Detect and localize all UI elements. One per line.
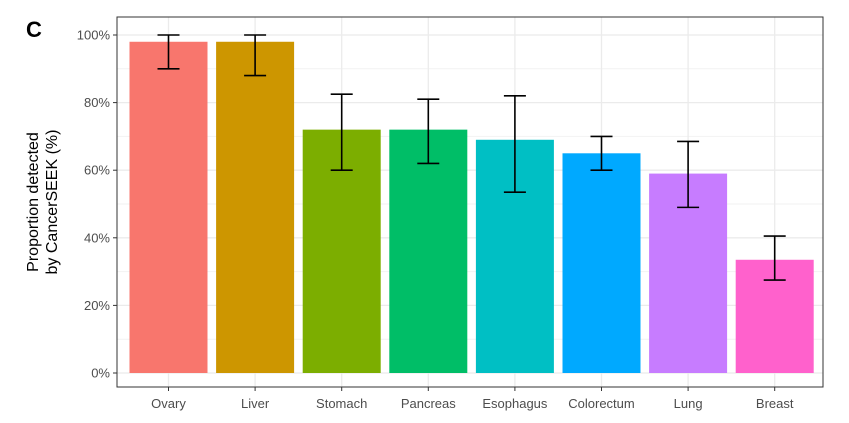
- x-tick-label-stomach: Stomach: [316, 396, 367, 411]
- x-tick-label-esophagus: Esophagus: [482, 396, 548, 411]
- y-tick-label: 40%: [84, 230, 110, 245]
- y-tick-label: 0%: [91, 366, 110, 381]
- x-tick-label-lung: Lung: [674, 396, 703, 411]
- y-axis-title-line2: by CancerSEEK (%): [44, 130, 61, 275]
- x-tick-label-liver: Liver: [241, 396, 270, 411]
- plot-panel-border: [116, 16, 824, 388]
- bars: [129, 41, 814, 373]
- x-tick-label-breast: Breast: [756, 396, 794, 411]
- y-axis-title-line1: Proportion detected: [25, 132, 42, 272]
- panel-label: C: [26, 17, 42, 42]
- bar-colorectum: [562, 153, 641, 373]
- bar-pancreas: [389, 129, 468, 373]
- y-axis: 0% 20% 40% 60% 80% 100%: [77, 28, 117, 381]
- bar-liver: [216, 41, 295, 373]
- x-tick-label-colorectum: Colorectum: [568, 396, 634, 411]
- y-tick-label: 60%: [84, 163, 110, 178]
- y-tick-label: 80%: [84, 95, 110, 110]
- bar-ovary: [129, 41, 208, 373]
- x-tick-label-ovary: Ovary: [151, 396, 186, 411]
- x-axis: Ovary Liver Stomach Pancreas Esophagus Colore…: [151, 387, 794, 411]
- y-tick-label: 20%: [84, 298, 110, 313]
- x-tick-label-pancreas: Pancreas: [401, 396, 456, 411]
- error-bars: [157, 34, 786, 281]
- y-tick-label: 100%: [77, 28, 111, 43]
